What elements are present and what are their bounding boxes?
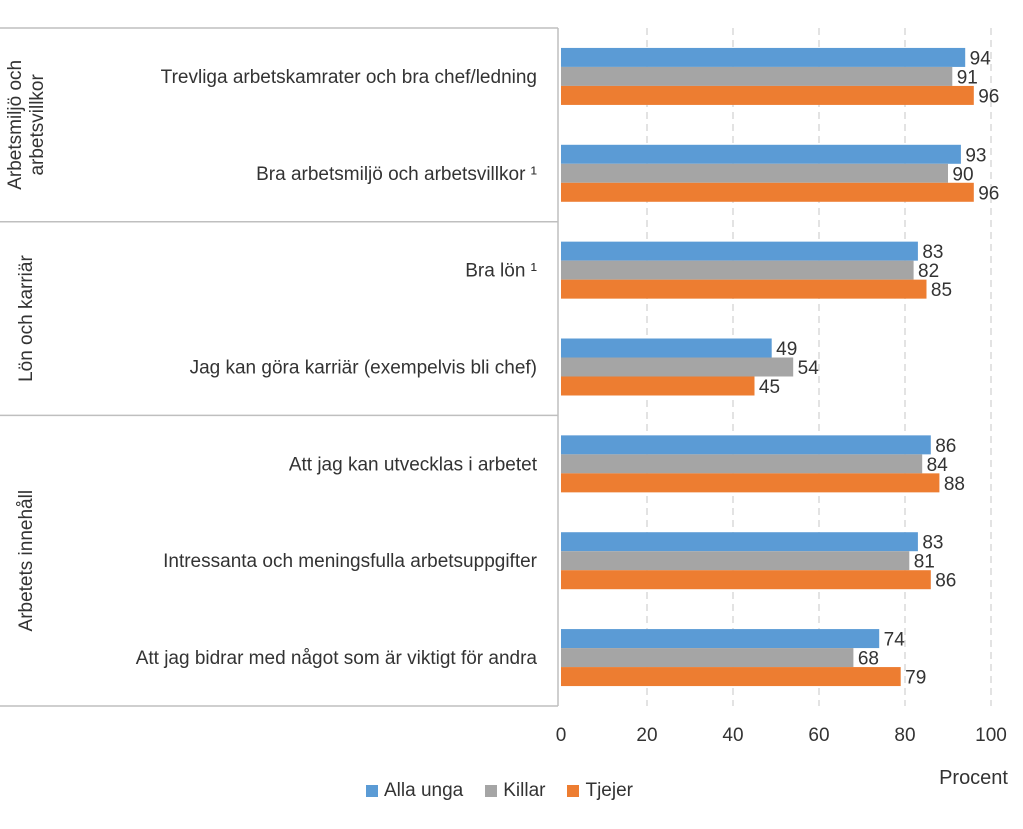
- x-tick-label: 80: [894, 725, 915, 746]
- group-label-line: arbetsvillkor: [27, 74, 48, 176]
- value-labels: 9491969390968382854954458684888381867468…: [759, 48, 999, 688]
- category-label: Bra arbetsmiljö och arbetsvillkor ¹: [256, 164, 537, 185]
- legend: Alla unga Killar Tjejer: [366, 780, 633, 802]
- legend-swatch: [485, 785, 498, 797]
- bar: [561, 163, 948, 183]
- value-label: 68: [858, 649, 879, 670]
- bar: [561, 357, 794, 377]
- value-label: 82: [918, 261, 939, 282]
- legend-item: Killar: [485, 780, 545, 802]
- value-label: 96: [978, 86, 999, 107]
- bar: [561, 85, 974, 105]
- bar: [561, 435, 931, 455]
- legend-swatch: [567, 785, 580, 797]
- bar: [561, 338, 772, 358]
- bar: [561, 260, 914, 280]
- value-label: 45: [759, 377, 780, 398]
- group-labels: Arbetsmiljö ocharbetsvillkor Lön och karr…: [5, 60, 48, 632]
- category-label: Att jag kan utvecklas i arbetet: [289, 454, 538, 475]
- bar: [561, 473, 940, 493]
- legend-item: Tjejer: [567, 780, 633, 802]
- bar: [561, 241, 918, 261]
- legend-item: Alla unga: [366, 780, 463, 802]
- x-tick-label: 20: [636, 725, 657, 746]
- x-tick-label: 60: [808, 725, 829, 746]
- gridlines: [646, 28, 992, 706]
- x-tick-label: 100: [975, 725, 1007, 746]
- bar: [561, 66, 953, 86]
- value-label: 94: [970, 48, 992, 69]
- bar: [561, 182, 974, 202]
- category-label: Bra lön ¹: [465, 261, 537, 282]
- bar: [561, 144, 961, 164]
- group-label: Lön och karriär: [16, 255, 37, 382]
- bar: [561, 570, 931, 590]
- bar: [561, 648, 854, 668]
- value-label: 86: [935, 571, 956, 592]
- bars: [561, 47, 974, 687]
- x-tick-label: 40: [722, 725, 743, 746]
- legend-label: Killar: [503, 780, 546, 801]
- value-label: 96: [978, 183, 999, 204]
- value-label: 79: [905, 668, 926, 689]
- value-label: 88: [944, 474, 965, 495]
- group-label-line: Arbetets innehåll: [16, 490, 37, 632]
- value-label: 85: [931, 280, 952, 301]
- value-label: 84: [927, 455, 949, 476]
- x-tick-labels: 0 20 40 60 80 100: [556, 725, 1007, 746]
- group-label-line: Arbetsmiljö och: [5, 60, 26, 190]
- x-tick-label: 0: [556, 725, 567, 746]
- value-label: 54: [798, 358, 820, 379]
- category-label: Trevliga arbetskamrater och bra chef/led…: [161, 67, 537, 88]
- group-frame: [0, 27, 559, 707]
- category-label: Jag kan göra karriär (exempelvis bli che…: [190, 358, 537, 379]
- value-label: 83: [922, 533, 943, 554]
- value-label: 86: [935, 436, 956, 457]
- value-label: 49: [776, 339, 797, 360]
- bar: [561, 532, 918, 552]
- category-label: Intressanta och meningsfulla arbetsuppgi…: [163, 551, 538, 572]
- category-label: Att jag bidrar med något som är viktigt …: [136, 648, 538, 669]
- value-label: 91: [957, 67, 978, 88]
- group-label-line: Lön och karriär: [16, 255, 37, 382]
- x-axis-title: Procent: [939, 767, 1008, 789]
- value-label: 83: [922, 242, 943, 263]
- bar: [561, 454, 923, 474]
- value-label: 74: [884, 630, 906, 651]
- category-labels: Trevliga arbetskamrater och bra chef/led…: [136, 67, 538, 669]
- bar: [561, 279, 927, 299]
- bar: [561, 667, 901, 687]
- legend-label: Tjejer: [585, 780, 633, 801]
- bar: [561, 551, 910, 571]
- legend-label: Alla unga: [384, 780, 464, 801]
- group-label: Arbetsmiljö ocharbetsvillkor: [5, 60, 48, 190]
- legend-swatch: [366, 785, 378, 797]
- bar: [561, 47, 966, 67]
- group-label: Arbetets innehåll: [16, 490, 37, 632]
- value-label: 81: [914, 552, 935, 573]
- value-label: 90: [952, 164, 973, 185]
- bar: [561, 629, 880, 649]
- value-label: 93: [965, 145, 986, 166]
- bar: [561, 376, 755, 396]
